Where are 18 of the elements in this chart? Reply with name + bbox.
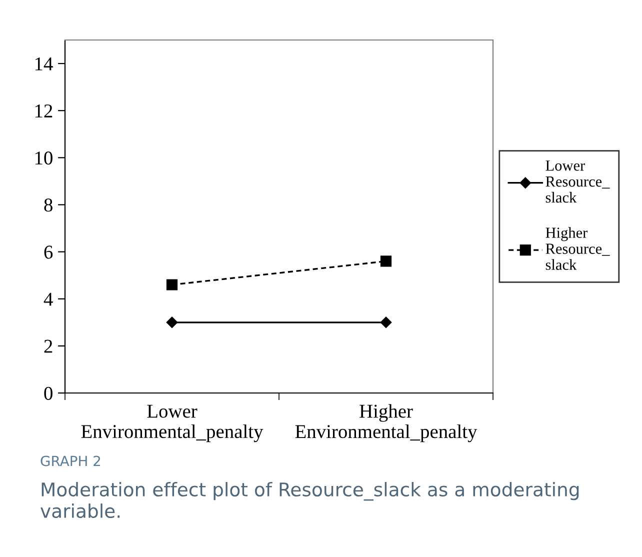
text: Moderation effect plot of Resource_slack as a moderating variable. — [40, 482, 579, 518]
y-tick-label: 8 — [44, 198, 52, 212]
y-tick-label: 0 — [44, 386, 52, 400]
y-tick-label: 2 — [44, 340, 52, 353]
legend-label: Higher Resource_slack — [546, 227, 610, 270]
point — [380, 316, 392, 328]
legend-label: Lower Resource_slack — [546, 160, 610, 203]
point — [166, 316, 178, 328]
point — [380, 256, 392, 267]
x-tick-label: Lower Environmental_penalty — [81, 404, 264, 442]
y-tick-label: 4 — [44, 292, 53, 306]
y-tick-label: 14 — [35, 57, 53, 70]
x-tick-label: Higher Environmental_penalty — [295, 404, 478, 442]
y-tick-label: 10 — [35, 151, 52, 165]
y-tick-label: 6 — [44, 246, 53, 259]
text: GRAPH 2 — [40, 456, 100, 466]
point — [166, 279, 178, 290]
y-tick-label: 12 — [35, 104, 52, 118]
